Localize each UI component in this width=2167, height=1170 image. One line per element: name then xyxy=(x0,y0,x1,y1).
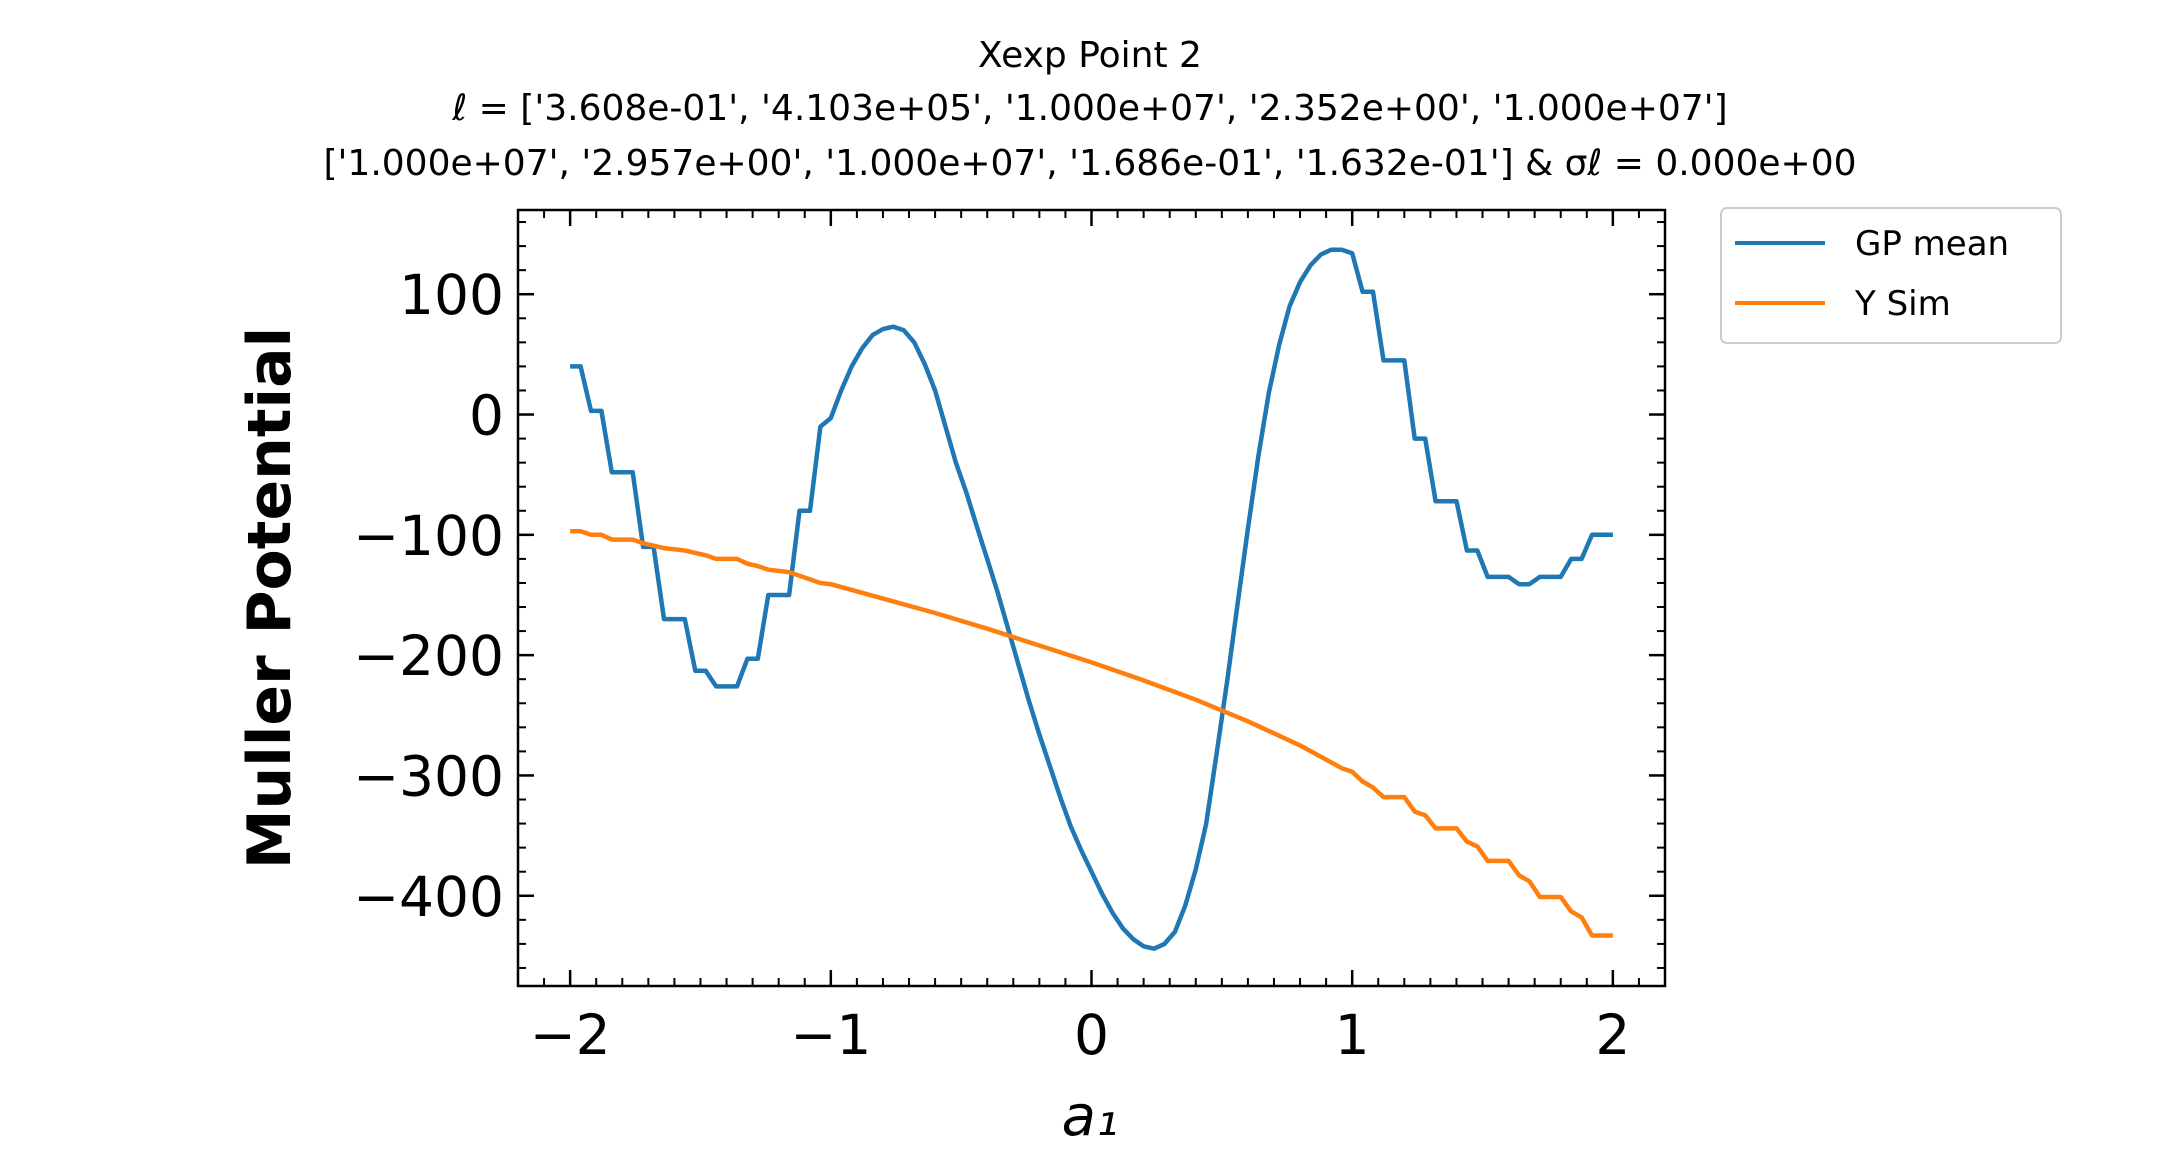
x-tick-label: 0 xyxy=(1074,1003,1109,1067)
y-tick-label: −400 xyxy=(353,865,504,929)
chart-title-line-2: ℓ = ['3.608e-01', '4.103e+05', '1.000e+0… xyxy=(451,88,1727,129)
x-tick-label: −1 xyxy=(790,1003,871,1067)
axis-ticks: −2 −1 0 1 2 100 0 −100 −200 −300 −400 xyxy=(353,210,1666,1067)
legend: GP mean Y Sim xyxy=(1720,207,2062,344)
series-line-y-sim xyxy=(570,528,1613,938)
chart-title-line-3: ['1.000e+07', '2.957e+00', '1.000e+07', … xyxy=(323,143,1856,184)
x-tick-label: 2 xyxy=(1595,1003,1630,1067)
y-tick-label: −100 xyxy=(353,504,504,568)
x-tick-label: −2 xyxy=(530,1003,611,1067)
legend-label-y-sim: Y Sim xyxy=(1854,284,1951,324)
y-tick-label: 0 xyxy=(469,384,504,448)
x-axis-label: a₁ xyxy=(1062,1084,1119,1149)
chart-title-line-1: Xexp Point 2 xyxy=(978,35,1202,76)
y-tick-label: −300 xyxy=(353,744,504,808)
y-axis-label: Muller Potential xyxy=(235,327,305,869)
series-layer xyxy=(570,247,1613,951)
legend-label-gp-mean: GP mean xyxy=(1855,224,2009,264)
y-tick-label: −200 xyxy=(353,624,504,688)
x-tick-label: 1 xyxy=(1335,1003,1370,1067)
series-line-gp-mean xyxy=(570,247,1613,951)
y-tick-label: 100 xyxy=(399,263,504,327)
